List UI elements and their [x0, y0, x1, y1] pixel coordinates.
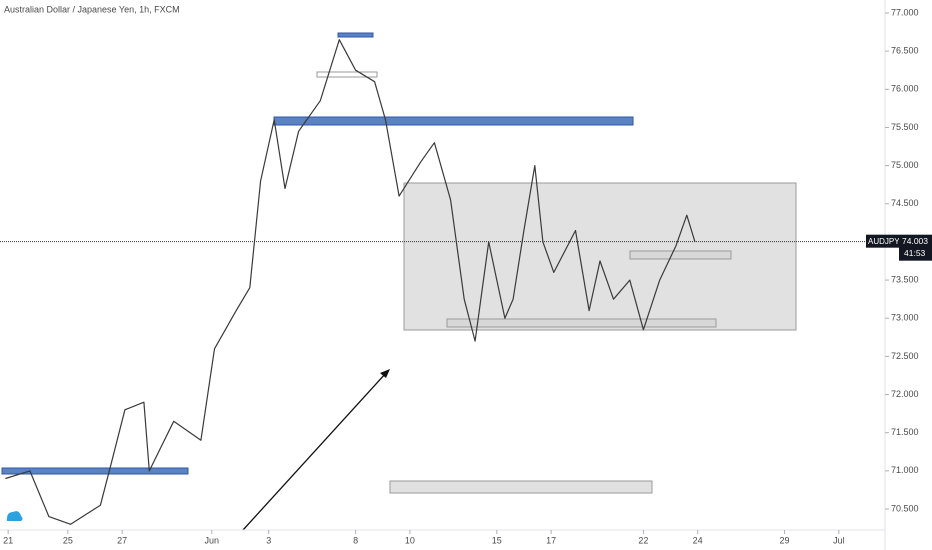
x-tick-label: 15: [492, 535, 502, 545]
blue-zone: [337, 32, 374, 38]
mid-zone: [629, 250, 732, 260]
x-tick-label: 3: [266, 535, 271, 545]
drawings: [1, 32, 797, 531]
y-tick-label: 71.000: [891, 465, 919, 475]
x-tick-label: 17: [546, 535, 556, 545]
y-tick-label: 70.500: [891, 503, 919, 513]
arrow-head: [380, 369, 390, 378]
y-tick-label: 73.000: [891, 313, 919, 323]
x-tick-label: Jun: [204, 535, 219, 545]
price-line: [5, 39, 696, 525]
chart-title: Australian Dollar / Japanese Yen, 1h, FX…: [4, 4, 180, 14]
last-price-label: 74.003: [902, 236, 928, 246]
x-tick-label: 22: [638, 535, 648, 545]
target-zone: [389, 480, 653, 494]
y-tick-label: 75.500: [891, 122, 919, 132]
x-tick-label: Jul: [833, 535, 845, 545]
y-tick-label: 74.500: [891, 198, 919, 208]
x-tick-label: 24: [693, 535, 703, 545]
x-tick-label: 29: [780, 535, 790, 545]
y-tick-label: 76.000: [891, 84, 919, 94]
y-tick-label: 72.000: [891, 389, 919, 399]
y-tick-label: 75.000: [891, 160, 919, 170]
symbol-tag: [866, 234, 899, 248]
y-tick-label: 76.500: [891, 46, 919, 56]
x-tick-label: 8: [353, 535, 358, 545]
x-tick-label: 21: [3, 535, 13, 545]
y-tick-label: 77.000: [891, 7, 919, 17]
range-box: [403, 182, 797, 331]
y-tick-label: 72.500: [891, 351, 919, 361]
blue-zone: [1, 467, 189, 475]
x-tick-label: 27: [117, 535, 127, 545]
y-tick-label: 71.500: [891, 427, 919, 437]
x-tick-label: 10: [405, 535, 415, 545]
price-tag: [899, 234, 932, 261]
top-zone-outline: [316, 71, 378, 78]
y-tick-label: 73.500: [891, 274, 919, 284]
symbol-label: AUDJPY: [868, 237, 900, 246]
support-zone: [446, 318, 717, 328]
blue-zone: [273, 116, 634, 126]
logo: [6, 511, 23, 521]
countdown-label: 41:53: [904, 248, 926, 258]
arrow-line: [242, 372, 387, 531]
x-tick-label: 25: [63, 535, 73, 545]
